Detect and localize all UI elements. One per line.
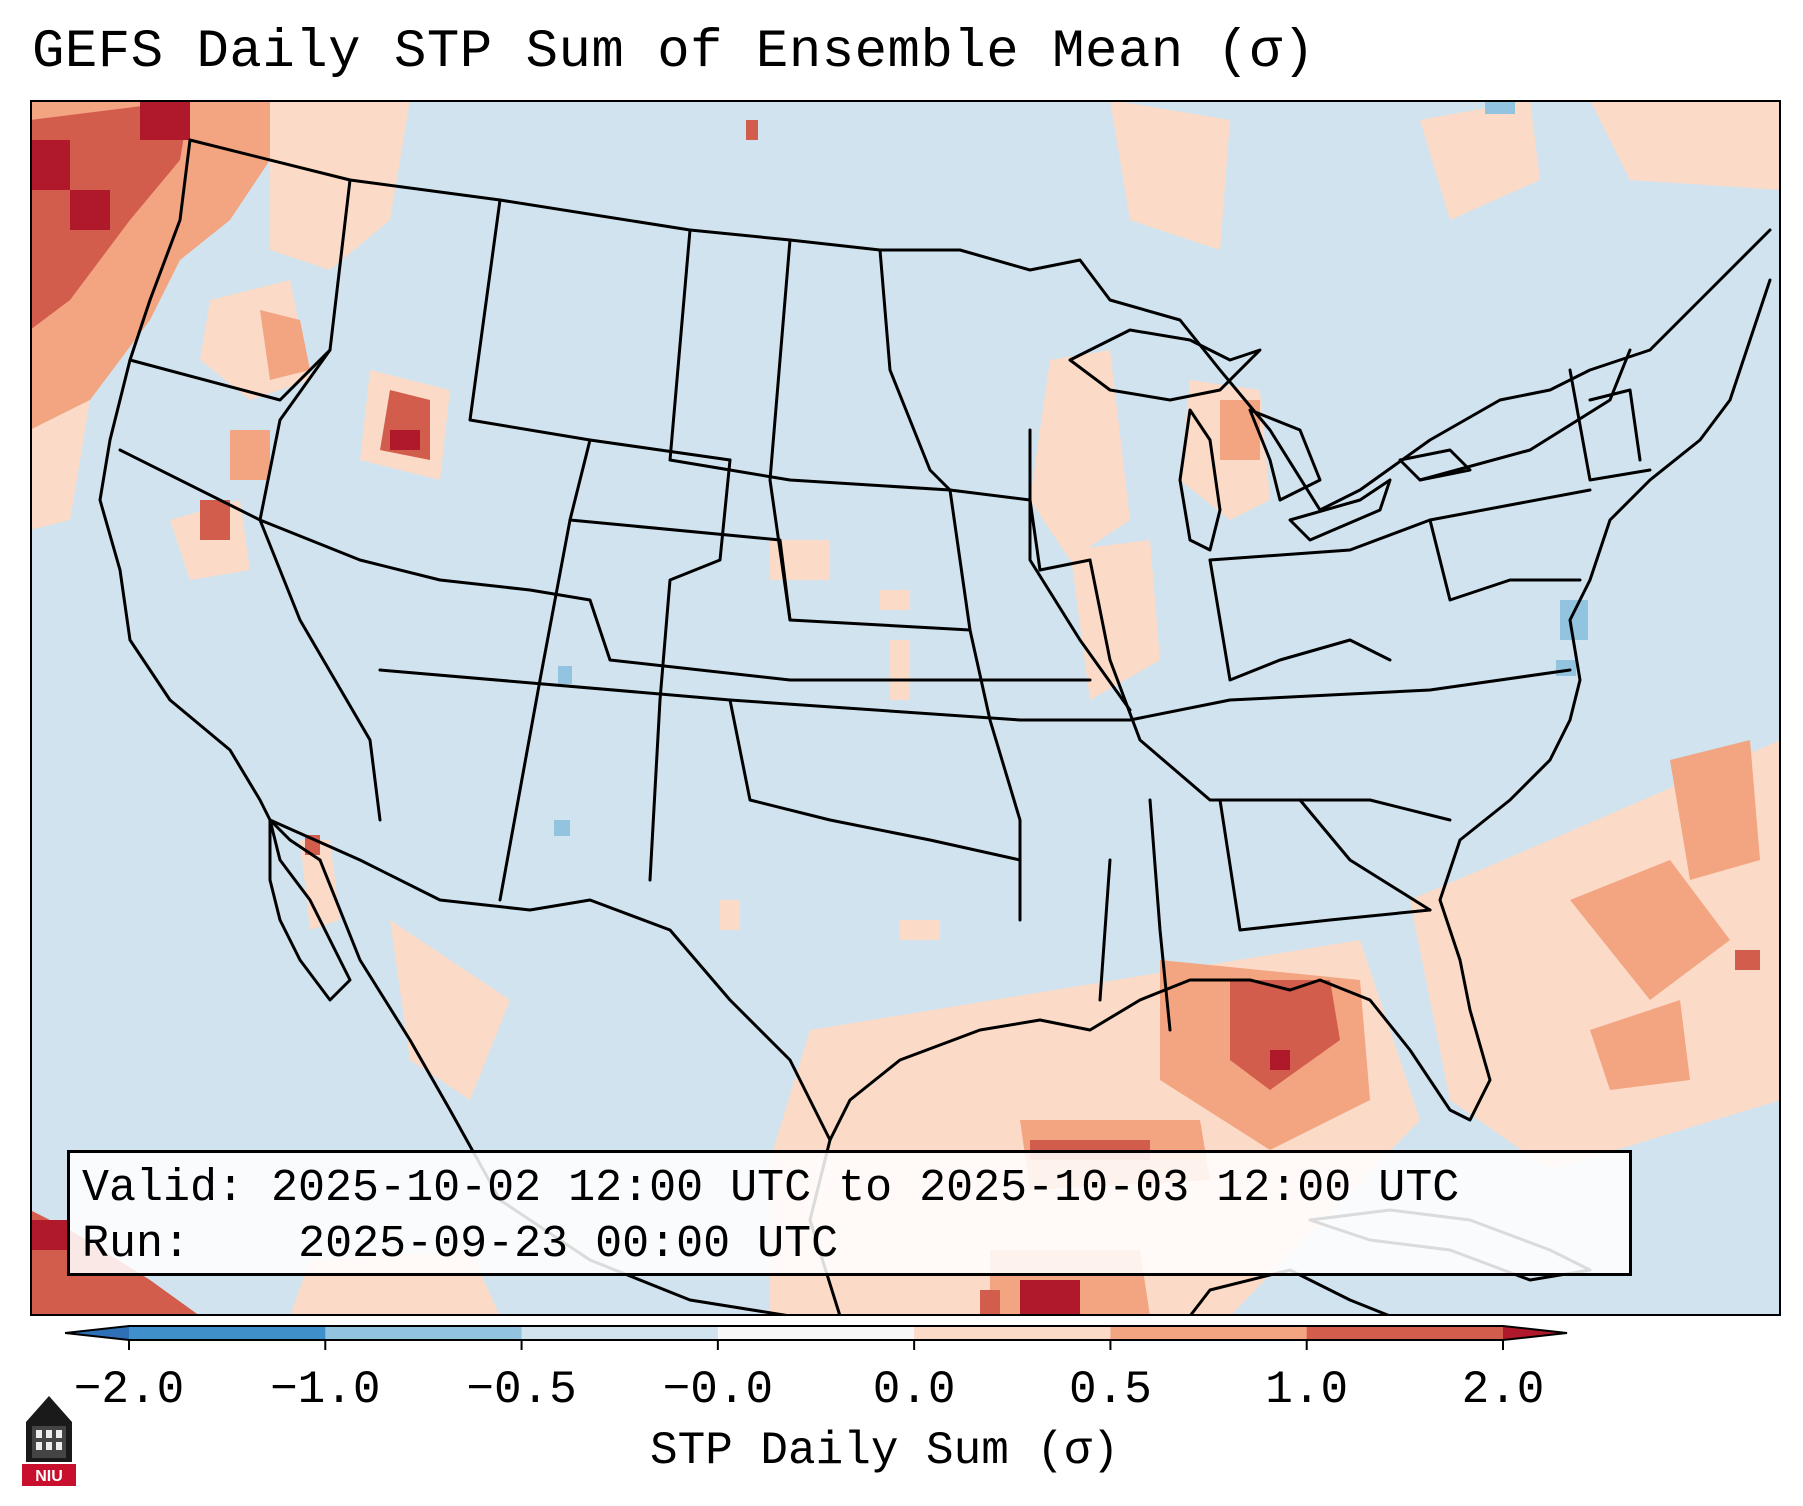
valid-value: 2025-10-02 12:00 UTC to 2025-10-03 12:00… <box>271 1163 1460 1214</box>
anomaly-cell <box>390 430 420 450</box>
anomaly-cell <box>300 840 340 930</box>
anomaly-cell <box>1030 350 1130 560</box>
anomaly-cell <box>1110 100 1230 250</box>
niu-logo: NIU <box>22 1396 76 1486</box>
anomaly-cell <box>1556 660 1576 676</box>
colorbar-bin <box>717 1326 915 1340</box>
anomaly-cell <box>1735 950 1760 970</box>
anomaly-cell <box>1420 100 1540 220</box>
us-mexico-border <box>268 818 832 1142</box>
colorbar-bin <box>1306 1326 1504 1340</box>
anomaly-cell <box>558 666 572 684</box>
state-boundary <box>128 348 332 402</box>
anomaly-cell <box>140 100 190 140</box>
anomaly-cell <box>70 190 110 230</box>
state-boundary <box>1018 668 1572 722</box>
colorbar-tick-label: −2.0 <box>73 1364 185 1416</box>
colorbar-extend-low <box>65 1326 129 1340</box>
state-boundary <box>1208 488 1592 562</box>
colorbar-tick-label: −0.0 <box>662 1364 774 1416</box>
anomaly-cell <box>1560 600 1588 640</box>
info-box: Valid: 2025-10-02 12:00 UTC to 2025-10-0… <box>67 1150 1632 1276</box>
state-boundary <box>1028 428 1132 712</box>
state-boundary <box>1298 798 1432 912</box>
colorbar-tick-label: 2.0 <box>1461 1364 1545 1416</box>
chart-title: GEFS Daily STP Sum of Ensemble Mean (σ) <box>32 22 1316 83</box>
colorbar-tick-label: 0.0 <box>872 1364 956 1416</box>
colorbar-tick-label: 1.0 <box>1265 1364 1349 1416</box>
anomaly-cell <box>1570 860 1730 1000</box>
anomaly-cell <box>200 500 230 540</box>
anomaly-cell <box>1670 740 1760 880</box>
anomaly-cell <box>1020 1280 1080 1316</box>
state-boundary <box>1588 388 1642 462</box>
state-boundary <box>1218 798 1432 932</box>
baja-coastline <box>268 818 352 1002</box>
lake-ontario <box>1398 448 1472 482</box>
anomaly-cell <box>746 120 758 140</box>
valid-label: Valid: <box>82 1163 245 1214</box>
colorbar-bin <box>521 1326 719 1340</box>
colorbar-label: STP Daily Sum (σ) <box>650 1425 1120 1477</box>
colorbar-bin <box>325 1326 523 1340</box>
run-label: Run: <box>82 1219 191 1270</box>
boundaries <box>98 138 1772 1316</box>
anomaly-cell <box>1270 1050 1290 1070</box>
lake-huron <box>1248 408 1322 502</box>
stp-map <box>30 100 1781 1316</box>
lake-superior <box>1068 328 1262 402</box>
state-boundary <box>1208 558 1392 682</box>
state-boundary <box>1418 348 1632 482</box>
anomaly-cell <box>890 640 910 700</box>
anomaly-cell <box>1230 980 1340 1090</box>
state-boundary <box>118 448 382 822</box>
state-boundary <box>1148 798 1172 1032</box>
anomaly-cell <box>30 1220 70 1250</box>
anomaly-cell <box>720 900 740 930</box>
lake-erie <box>1288 478 1392 542</box>
state-boundary <box>1568 368 1652 482</box>
lake-michigan <box>1178 408 1222 552</box>
colorbar-bin <box>914 1326 1111 1340</box>
state-boundary <box>258 178 442 582</box>
colorbar-bin <box>129 1326 326 1340</box>
state-boundary <box>568 518 792 622</box>
gulf-coastline <box>828 958 1492 1142</box>
colorbar-tick-label: 0.5 <box>1069 1364 1152 1416</box>
anomaly-cell <box>880 590 910 610</box>
state-boundary <box>728 698 1022 862</box>
atlantic-coastline <box>1438 278 1772 962</box>
state-boundary <box>1098 858 1112 1002</box>
anomaly-cell <box>900 920 940 940</box>
state-boundary <box>948 488 1092 572</box>
map-frame <box>30 100 1781 1316</box>
state-boundary <box>438 578 1092 682</box>
state-boundary <box>648 458 732 882</box>
colorbar-extend-high <box>1503 1326 1567 1340</box>
colorbar <box>65 1325 1568 1350</box>
state-boundary <box>1428 518 1582 602</box>
anomaly-cell <box>1590 100 1781 190</box>
anomaly-cell <box>1590 1000 1690 1090</box>
anomaly-cell <box>230 430 270 480</box>
anomaly-cell <box>1485 100 1515 114</box>
pacific-coastline <box>98 138 322 862</box>
anomaly-cell <box>30 140 70 190</box>
colorbar-bin <box>1110 1326 1308 1340</box>
colorbar-tick-label: −1.0 <box>270 1364 381 1416</box>
anomaly-cell <box>270 100 410 270</box>
state-boundary <box>878 248 1022 922</box>
run-value: 2025-09-23 00:00 UTC <box>298 1219 839 1270</box>
logo-text: NIU <box>35 1468 63 1485</box>
anomaly-cell <box>30 400 90 530</box>
anomaly-cell <box>980 1290 1000 1316</box>
state-boundary <box>1088 558 1452 822</box>
colorbar-tick-label: −0.5 <box>466 1364 577 1416</box>
anomaly-cell <box>554 820 570 836</box>
state-boundary <box>498 438 592 902</box>
anomaly-cell <box>260 310 310 380</box>
